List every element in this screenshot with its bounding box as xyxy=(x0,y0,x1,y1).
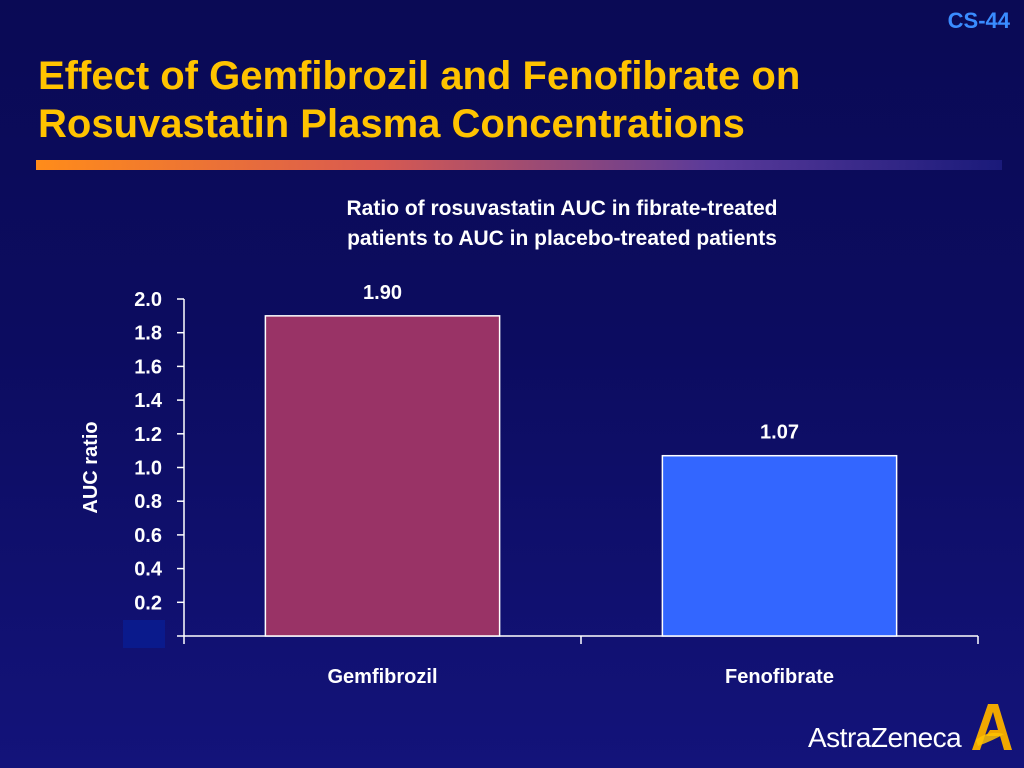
bar xyxy=(661,454,898,637)
y-tick-label: 0.8 xyxy=(134,491,162,513)
bar-value-label: 1.90 xyxy=(363,282,402,304)
x-category-label: Gemfibrozil xyxy=(327,666,437,688)
chart-subtitle: Ratio of rosuvastatin AUC in fibrate-tre… xyxy=(262,194,862,254)
title-line-2: Rosuvastatin Plasma Concentrations xyxy=(38,102,745,146)
y-tick-label: 0.2 xyxy=(134,592,162,614)
x-category-label: Fenofibrate xyxy=(725,666,834,688)
y-tick-label: 1.6 xyxy=(134,356,162,378)
y-tick-label: 1.0 xyxy=(134,458,162,480)
slide-number: CS-44 xyxy=(947,8,1010,33)
decorative-square xyxy=(123,620,165,648)
y-tick-label: 0.4 xyxy=(134,559,163,581)
bar-value-label: 1.07 xyxy=(760,422,799,444)
page-title: Effect of Gemfibrozil and Fenofibrate on… xyxy=(38,52,998,148)
title-divider xyxy=(36,160,1002,170)
logo-text: AstraZeneca xyxy=(808,722,962,753)
y-tick-label: 1.4 xyxy=(134,390,163,412)
chart-subtitle-line-1: Ratio of rosuvastatin AUC in fibrate-tre… xyxy=(346,197,778,220)
y-tick-label: 0.6 xyxy=(134,525,162,547)
chart-subtitle-line-2: patients to AUC in placebo-treated patie… xyxy=(347,227,777,250)
bar xyxy=(264,315,501,637)
title-line-1: Effect of Gemfibrozil and Fenofibrate on xyxy=(38,54,801,98)
astrazeneca-logo-icon xyxy=(972,704,1012,750)
astrazeneca-logo: AstraZeneca xyxy=(808,700,1018,760)
y-tick-label: 1.8 xyxy=(134,323,162,345)
y-tick-label: 1.2 xyxy=(134,424,162,446)
y-axis-label: AUC ratio xyxy=(80,421,102,513)
y-tick-label: 2.0 xyxy=(134,289,162,311)
